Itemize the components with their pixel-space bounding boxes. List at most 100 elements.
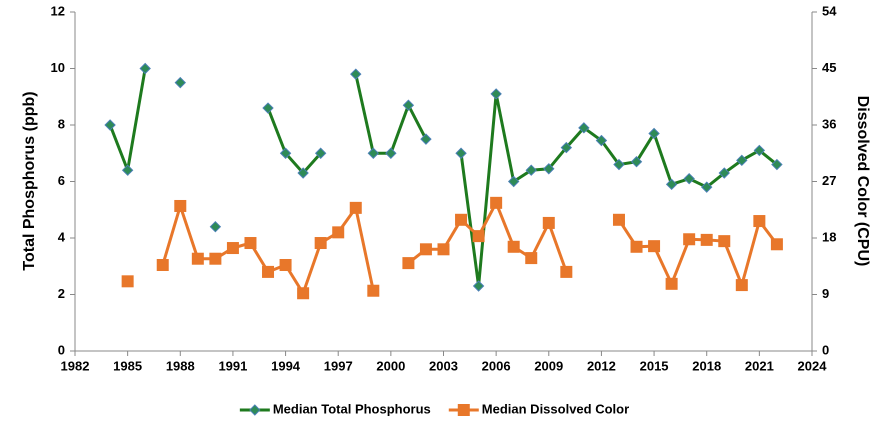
legend-marker: [457, 404, 470, 416]
data-point: [665, 178, 678, 191]
data-point: [104, 119, 116, 131]
y2-tick-label: 18: [822, 229, 836, 244]
data-point: [419, 243, 432, 256]
data-point: [297, 287, 310, 300]
data-point: [525, 252, 538, 265]
data-point: [490, 88, 502, 100]
data-point: [139, 62, 151, 75]
data-point: [156, 258, 169, 271]
data-point: [314, 237, 327, 250]
data-point: [718, 167, 730, 179]
series-line: [108, 68, 147, 176]
y2-tick-label: 54: [822, 3, 837, 18]
data-point: [455, 213, 468, 226]
data-point: [349, 201, 362, 214]
y2-axis-title: Dissolved Color (CPU): [854, 96, 871, 267]
data-point: [735, 279, 748, 292]
data-point: [683, 233, 696, 246]
data-point: [455, 147, 467, 159]
data-point: [262, 102, 274, 114]
y2-tick-label: 0: [822, 342, 829, 357]
data-point: [226, 242, 239, 255]
data-point: [648, 127, 660, 140]
data-point: [700, 233, 713, 246]
x-tick-label: 2009: [534, 358, 563, 373]
data-point: [578, 122, 590, 134]
x-tick-label: 2006: [482, 358, 511, 373]
legend-label: Median Dissolved Color: [482, 401, 629, 416]
x-tick-label: 1982: [61, 358, 90, 373]
data-point: [297, 167, 309, 179]
x-tick-label: 2000: [376, 358, 405, 373]
data-point: [525, 164, 537, 176]
data-point: [367, 147, 380, 159]
data-point: [613, 158, 625, 171]
y-tick-label: 8: [58, 116, 65, 131]
series-line: [617, 217, 779, 290]
data-point: [683, 172, 695, 185]
x-tick-label: 2018: [692, 358, 721, 373]
y-tick-label: 0: [58, 342, 65, 357]
x-tick-label: 1988: [166, 358, 195, 373]
data-point: [174, 76, 186, 89]
y-tick-label: 2: [58, 286, 65, 301]
x-tick-label: 1994: [271, 358, 301, 373]
data-point: [367, 284, 380, 297]
legend-marker: [249, 404, 261, 416]
data-point: [753, 144, 766, 157]
data-point: [174, 199, 187, 212]
data-point: [595, 134, 608, 147]
legend-label: Median Total Phosphorus: [273, 401, 431, 416]
data-point: [209, 220, 222, 233]
x-tick-label: 2021: [745, 358, 774, 373]
data-point: [543, 163, 555, 175]
data-point: [507, 240, 520, 253]
data-point: [648, 240, 661, 253]
data-point: [630, 156, 643, 168]
data-point: [753, 215, 766, 228]
y-axis-title: Total Phosphorus (ppb): [21, 91, 38, 270]
data-point: [472, 280, 485, 292]
series-line: [407, 199, 568, 273]
y2-tick-label: 9: [822, 286, 829, 301]
x-tick-label: 1991: [218, 358, 247, 373]
y2-tick-label: 45: [822, 60, 836, 75]
data-point: [191, 252, 204, 265]
x-tick-label: 2024: [798, 358, 828, 373]
data-point: [279, 147, 292, 159]
data-point: [420, 133, 432, 145]
data-point: [402, 257, 415, 270]
y2-tick-label: 36: [822, 116, 836, 131]
x-tick-label: 1985: [113, 358, 142, 373]
y-tick-label: 6: [58, 173, 65, 188]
data-point: [350, 68, 362, 80]
data-point: [701, 181, 713, 193]
data-point: [121, 164, 134, 176]
data-point: [542, 216, 555, 229]
x-tick-label: 2015: [640, 358, 669, 373]
data-point: [736, 154, 748, 167]
data-point: [560, 265, 573, 278]
data-point: [437, 243, 450, 256]
series-line: [354, 73, 428, 155]
y-tick-label: 10: [51, 60, 65, 75]
data-point: [718, 235, 731, 248]
y-tick-label: 4: [58, 229, 66, 244]
x-tick-label: 1997: [324, 358, 353, 373]
x-tick-label: 2012: [587, 358, 616, 373]
data-point: [770, 238, 783, 251]
data-point: [121, 275, 134, 288]
data-point: [209, 252, 222, 265]
data-point: [560, 141, 573, 154]
data-point: [332, 226, 345, 239]
series-line: [266, 107, 322, 176]
data-point: [665, 277, 678, 290]
data-point: [314, 147, 327, 159]
y2-tick-label: 27: [822, 173, 836, 188]
data-point: [490, 196, 503, 209]
data-point: [244, 237, 257, 250]
data-point: [507, 175, 520, 188]
data-point: [279, 258, 292, 271]
data-point: [402, 99, 415, 111]
